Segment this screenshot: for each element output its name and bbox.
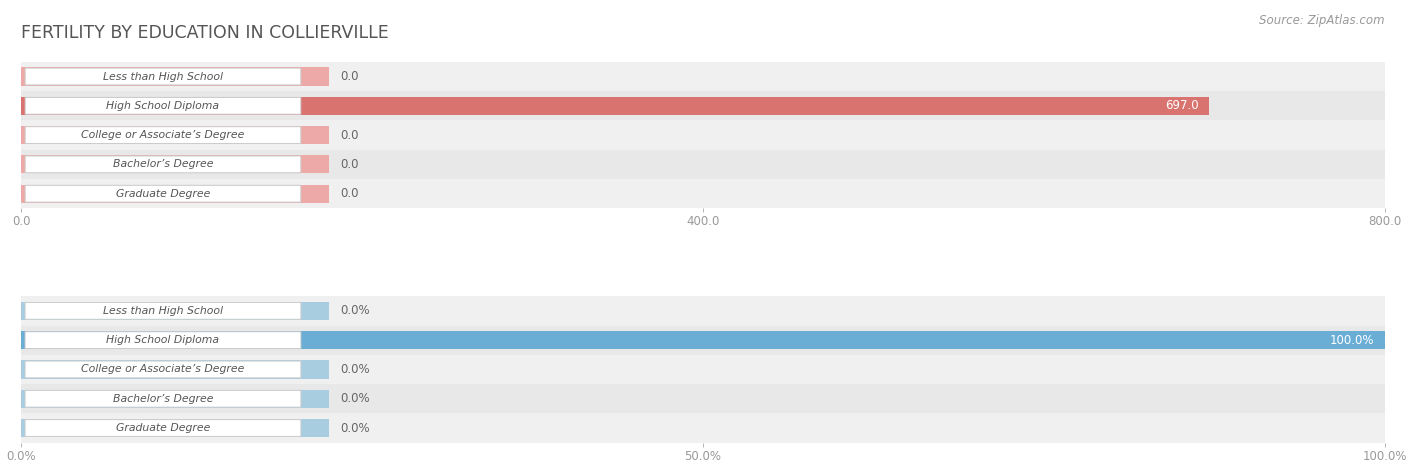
Bar <box>21 150 1385 179</box>
Text: Less than High School: Less than High School <box>103 306 224 316</box>
Bar <box>21 360 329 378</box>
Text: Bachelor’s Degree: Bachelor’s Degree <box>112 159 214 169</box>
Text: FERTILITY BY EDUCATION IN COLLIERVILLE: FERTILITY BY EDUCATION IN COLLIERVILLE <box>21 24 389 42</box>
Text: Graduate Degree: Graduate Degree <box>115 423 209 433</box>
Text: 0.0: 0.0 <box>340 158 359 171</box>
Bar <box>21 302 329 320</box>
Bar <box>21 419 329 437</box>
Text: College or Associate’s Degree: College or Associate’s Degree <box>82 130 245 140</box>
Text: 0.0%: 0.0% <box>340 392 370 405</box>
Text: 0.0%: 0.0% <box>340 422 370 435</box>
Bar <box>21 126 329 144</box>
Text: 697.0: 697.0 <box>1164 99 1198 112</box>
Text: Bachelor’s Degree: Bachelor’s Degree <box>112 394 214 404</box>
FancyBboxPatch shape <box>25 302 301 319</box>
FancyBboxPatch shape <box>25 185 301 202</box>
Bar <box>21 68 329 86</box>
Text: Less than High School: Less than High School <box>103 71 224 81</box>
Bar <box>21 185 329 203</box>
Text: 0.0%: 0.0% <box>340 363 370 376</box>
Text: 0.0: 0.0 <box>340 129 359 142</box>
FancyBboxPatch shape <box>25 98 301 114</box>
Bar <box>21 331 1385 349</box>
Bar <box>21 62 1385 91</box>
Text: High School Diploma: High School Diploma <box>107 101 219 111</box>
Bar <box>21 413 1385 443</box>
Bar <box>21 355 1385 384</box>
FancyBboxPatch shape <box>25 332 301 348</box>
FancyBboxPatch shape <box>25 127 301 144</box>
FancyBboxPatch shape <box>25 420 301 436</box>
Bar <box>21 296 1385 326</box>
Bar <box>21 91 1385 120</box>
Text: 100.0%: 100.0% <box>1330 334 1374 347</box>
FancyBboxPatch shape <box>25 390 301 407</box>
Bar <box>21 390 329 408</box>
Text: 0.0: 0.0 <box>340 187 359 200</box>
Text: Source: ZipAtlas.com: Source: ZipAtlas.com <box>1260 14 1385 27</box>
Bar <box>21 326 1385 355</box>
FancyBboxPatch shape <box>25 156 301 173</box>
Bar <box>21 384 1385 413</box>
FancyBboxPatch shape <box>25 361 301 378</box>
Text: Graduate Degree: Graduate Degree <box>115 188 209 198</box>
FancyBboxPatch shape <box>25 68 301 85</box>
Bar <box>21 179 1385 208</box>
Text: 0.0%: 0.0% <box>340 304 370 317</box>
Text: College or Associate’s Degree: College or Associate’s Degree <box>82 365 245 375</box>
Bar <box>21 97 1209 115</box>
Text: 0.0: 0.0 <box>340 70 359 83</box>
Text: High School Diploma: High School Diploma <box>107 335 219 345</box>
Bar <box>21 155 329 173</box>
Bar <box>21 120 1385 150</box>
